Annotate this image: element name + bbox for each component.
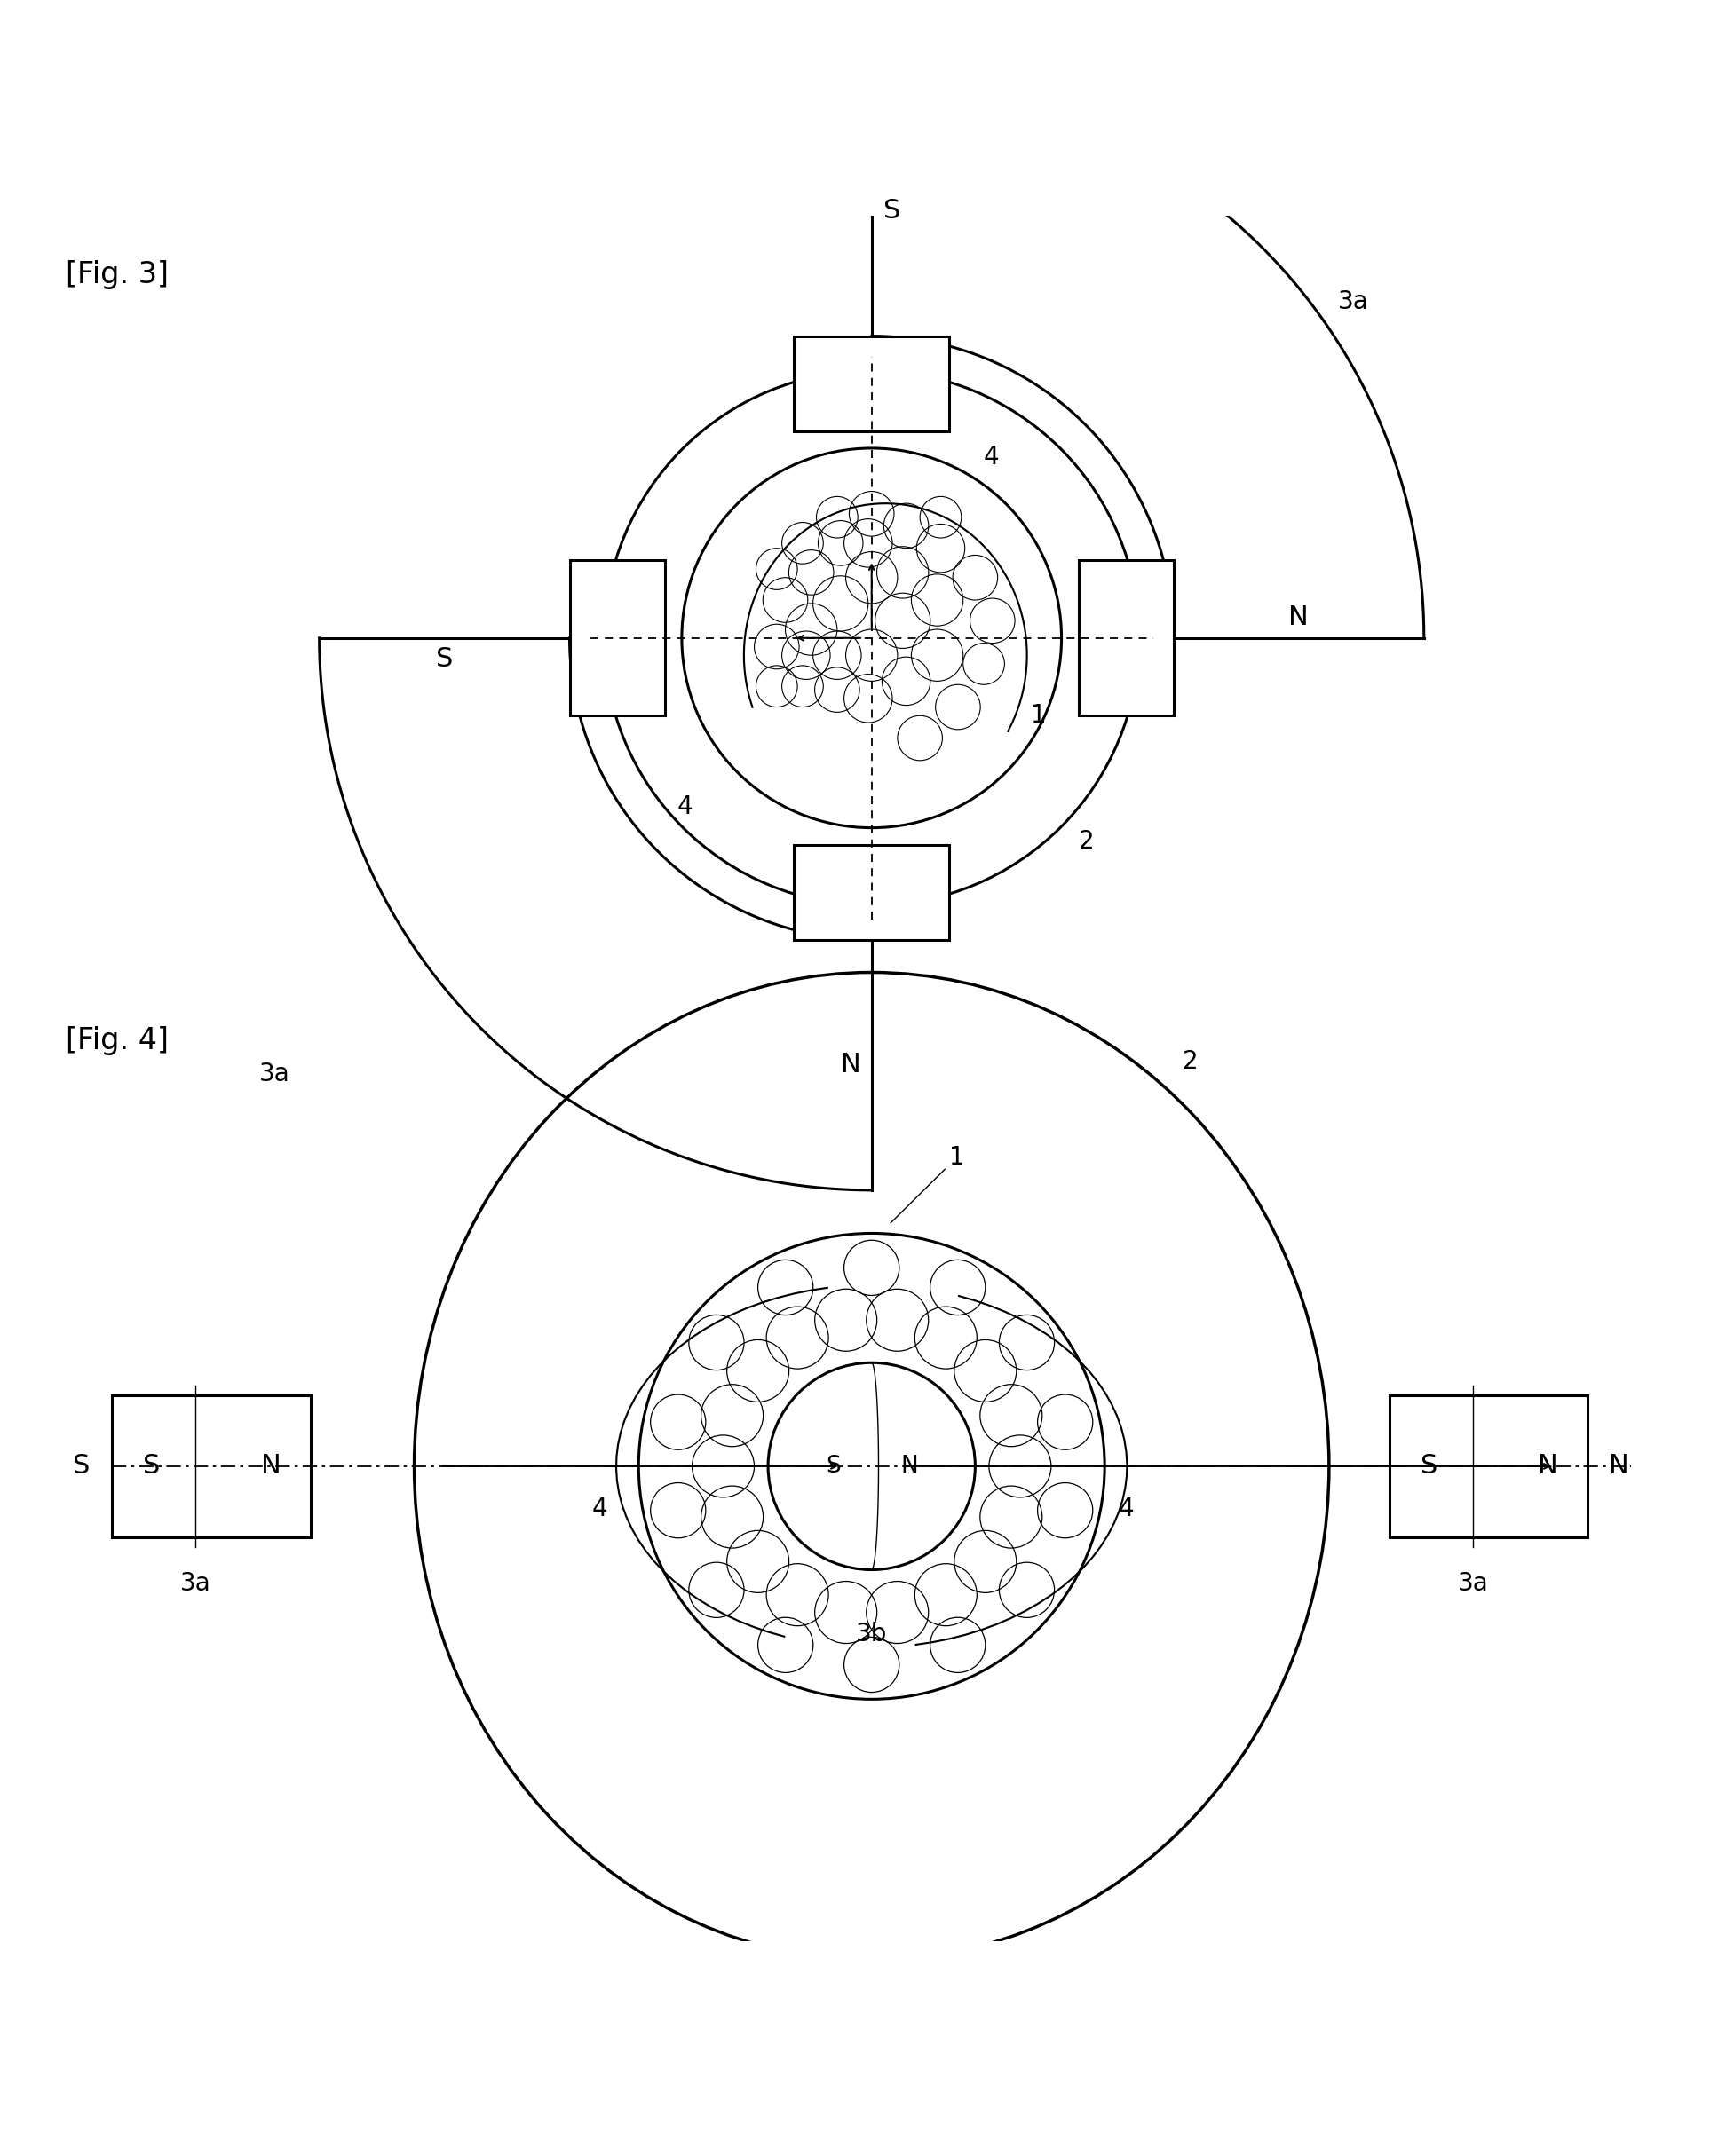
Text: 2: 2 — [1079, 830, 1094, 854]
Text: [Fig. 3]: [Fig. 3] — [66, 261, 169, 289]
Polygon shape — [1079, 561, 1174, 716]
Bar — [1389, 1395, 1588, 1537]
Text: 3a: 3a — [1457, 1572, 1488, 1595]
Text: 3a: 3a — [1338, 289, 1369, 315]
Text: N: N — [1289, 604, 1308, 630]
Text: S: S — [437, 647, 452, 671]
Text: 4: 4 — [677, 796, 694, 819]
Text: 3a: 3a — [259, 1061, 290, 1087]
Polygon shape — [794, 336, 949, 431]
Bar — [112, 1395, 311, 1537]
Text: N: N — [261, 1453, 281, 1479]
Text: S: S — [1420, 1453, 1438, 1479]
Polygon shape — [794, 845, 949, 940]
Text: 2: 2 — [1182, 1048, 1198, 1074]
Text: S: S — [72, 1453, 90, 1479]
Text: 3b: 3b — [856, 1621, 887, 1647]
Text: 4: 4 — [592, 1496, 608, 1522]
Text: [Fig. 4]: [Fig. 4] — [66, 1026, 169, 1056]
Text: S: S — [827, 1455, 841, 1477]
Text: N: N — [901, 1455, 918, 1477]
Text: N: N — [1609, 1453, 1629, 1479]
Text: N: N — [1538, 1453, 1559, 1479]
Text: S: S — [884, 198, 901, 224]
Text: 4: 4 — [1118, 1496, 1134, 1522]
Text: N: N — [841, 1052, 861, 1078]
Text: 4: 4 — [984, 444, 999, 470]
Polygon shape — [570, 561, 665, 716]
Text: 1: 1 — [1030, 703, 1046, 729]
Text: 3a: 3a — [180, 1572, 211, 1595]
Text: 1: 1 — [891, 1145, 965, 1222]
Text: S: S — [143, 1453, 161, 1479]
